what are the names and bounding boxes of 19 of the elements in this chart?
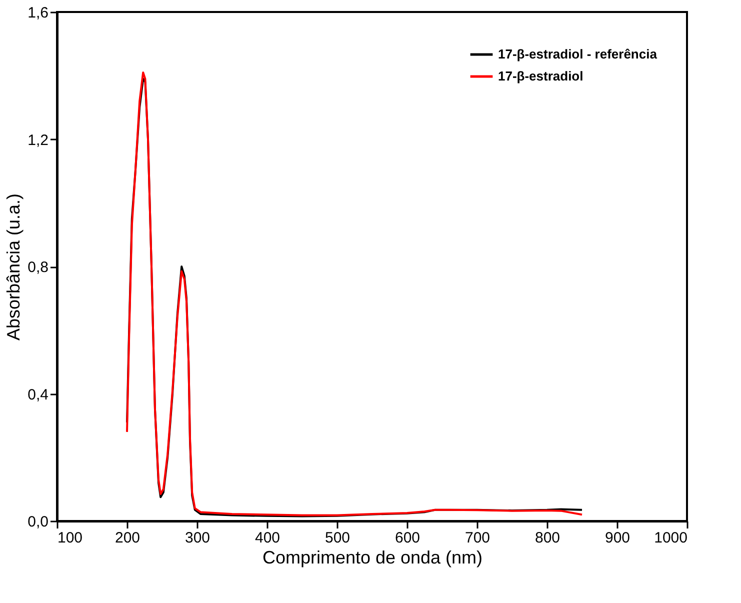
legend-label: 17-β-estradiol — [498, 68, 584, 84]
x-tick-label: 300 — [184, 530, 210, 546]
y-tick-label: 1,6 — [28, 4, 48, 22]
x-axis-title: Comprimento de onda (nm) — [262, 548, 483, 568]
x-tick-label: 700 — [464, 530, 490, 546]
x-tick-label: 400 — [254, 530, 280, 546]
x-tick-label: 200 — [114, 530, 140, 546]
legend-label: 17-β-estradiol - referência — [498, 46, 658, 62]
x-tick-label: 900 — [604, 530, 630, 546]
x-tick-label: 100 — [58, 530, 83, 546]
y-tick-label: 0,8 — [28, 259, 48, 276]
y-axis-title: Absorbância (u.a.) — [4, 193, 24, 341]
x-tick-label: 500 — [324, 530, 350, 546]
x-tick-label: 1000 — [654, 530, 688, 546]
x-tick-label: 600 — [394, 530, 420, 546]
y-tick-label: 0,0 — [28, 514, 48, 530]
x-tick-label: 800 — [534, 530, 560, 546]
y-tick-label: 0,4 — [28, 386, 48, 404]
y-tick-label: 1,2 — [28, 132, 48, 149]
